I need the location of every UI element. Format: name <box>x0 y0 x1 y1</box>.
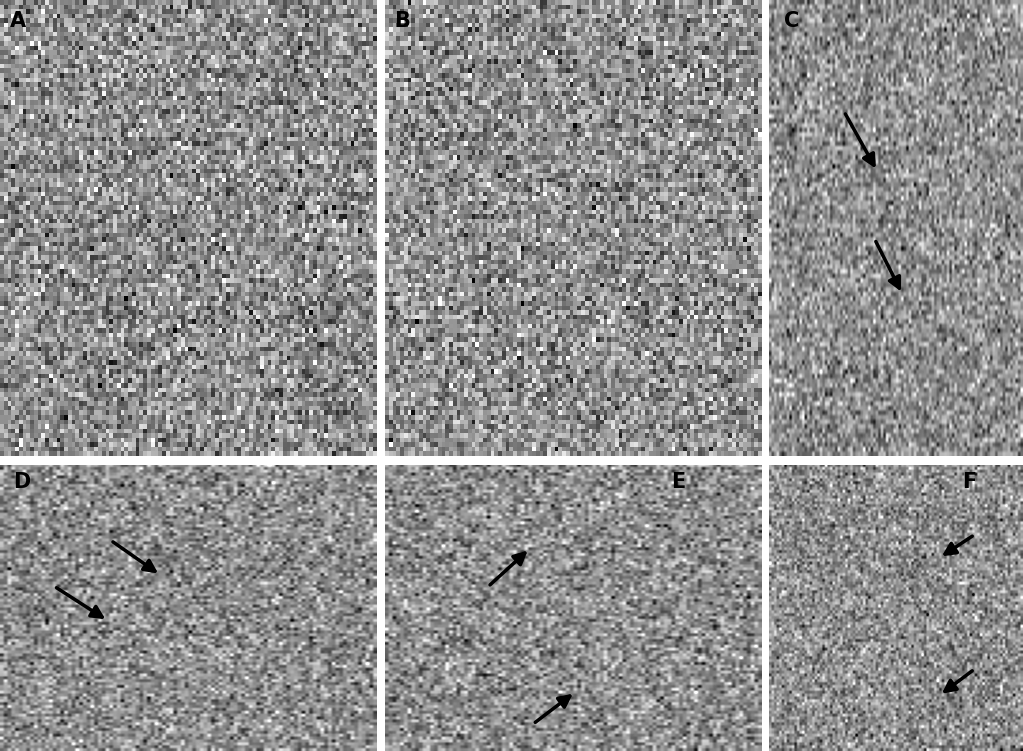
Text: B: B <box>394 11 410 32</box>
Text: A: A <box>9 11 26 32</box>
Text: E: E <box>671 472 685 492</box>
Text: C: C <box>785 11 800 32</box>
Text: F: F <box>962 472 976 492</box>
Text: D: D <box>13 472 31 492</box>
